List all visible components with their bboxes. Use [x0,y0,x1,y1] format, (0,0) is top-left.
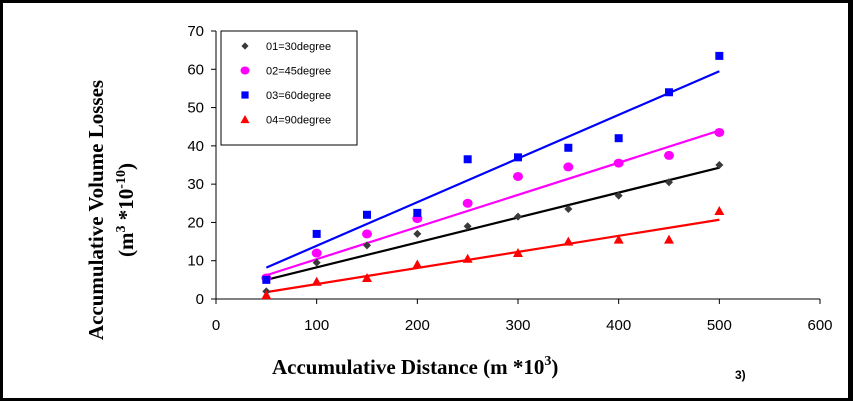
data-point-2 [311,248,322,258]
data-point-3 [514,153,522,162]
data-point-4 [412,259,423,269]
data-point-3 [564,143,573,152]
data-point-4 [613,234,624,244]
data-point-1 [564,205,573,214]
data-point-3 [614,134,623,143]
data-point-3 [363,210,371,219]
y-tick-label: 70 [187,23,204,40]
y-axis-unit: (m3 *10-10) [114,163,138,257]
data-point-2 [563,162,574,172]
data-point-1 [363,241,371,250]
data-point-2 [362,229,372,239]
y-tick-label: 20 [187,214,204,231]
x-tick-label: 0 [212,317,220,334]
trend-line-2 [265,129,720,277]
y-tick-label: 60 [187,61,204,78]
data-point-2 [513,171,523,181]
x-tick-label: 600 [807,317,832,334]
data-point-4 [261,290,272,300]
data-point-4 [362,272,372,282]
x-tick-label: 100 [304,317,329,334]
y-tick-label: 0 [196,291,204,308]
data-point-1 [413,229,422,238]
legend-marker-3 [241,91,249,99]
legend-label-2: 02=45degree [266,66,331,78]
legend-marker-4 [240,115,250,124]
data-point-2 [664,150,674,160]
data-point-1 [665,178,673,187]
trend-line-3 [265,70,720,269]
data-point-1 [614,191,623,200]
data-point-2 [714,127,725,137]
data-point-4 [563,236,574,246]
data-point-1 [312,258,321,267]
corner-note: 3) [735,368,746,382]
x-tick-label: 200 [405,317,430,334]
data-point-4 [462,253,473,263]
x-axis-label: Accumulative Distance (m *103) [272,354,558,379]
trend-line-1 [266,166,720,281]
legend-marker-1 [241,42,249,50]
y-tick-label: 10 [187,253,204,270]
trend-lines [265,70,720,294]
legend-label-1: 01=30degree [266,41,331,53]
axis-ticks: 0 10 20 30 40 50 60 70 0 100 200 300 400 500 600 [187,23,832,334]
trend-line-4 [266,218,720,294]
y-tick-label: 30 [187,176,204,193]
y-axis-label: Accumulative Volume Losses [84,80,108,340]
legend-label-3: 03=60degree [266,90,331,102]
data-point-4 [513,248,523,258]
x-tick-label: 400 [606,317,631,334]
x-tick-label: 300 [505,317,530,334]
data-point-3 [715,51,724,60]
data-markers [261,51,725,300]
data-point-3 [262,275,271,284]
data-point-1 [514,212,522,221]
data-point-3 [413,208,422,217]
data-point-3 [665,88,673,97]
legend: 01=30degree 02=45degree 03=60degree 04=90de… [220,30,358,146]
y-tick-label: 50 [187,100,204,117]
legend-box [220,30,358,146]
data-point-4 [664,234,674,244]
y-tick-label: 40 [187,138,204,155]
data-point-2 [613,158,624,168]
data-point-1 [715,161,724,169]
data-point-4 [714,205,725,215]
data-point-3 [463,155,472,164]
data-point-3 [312,229,321,238]
data-point-2 [462,198,473,208]
data-point-1 [463,222,472,231]
data-point-4 [311,276,322,286]
x-tick-label: 500 [707,317,732,334]
legend-marker-2 [240,66,250,75]
legend-label-4: 04=90degree [266,115,331,127]
